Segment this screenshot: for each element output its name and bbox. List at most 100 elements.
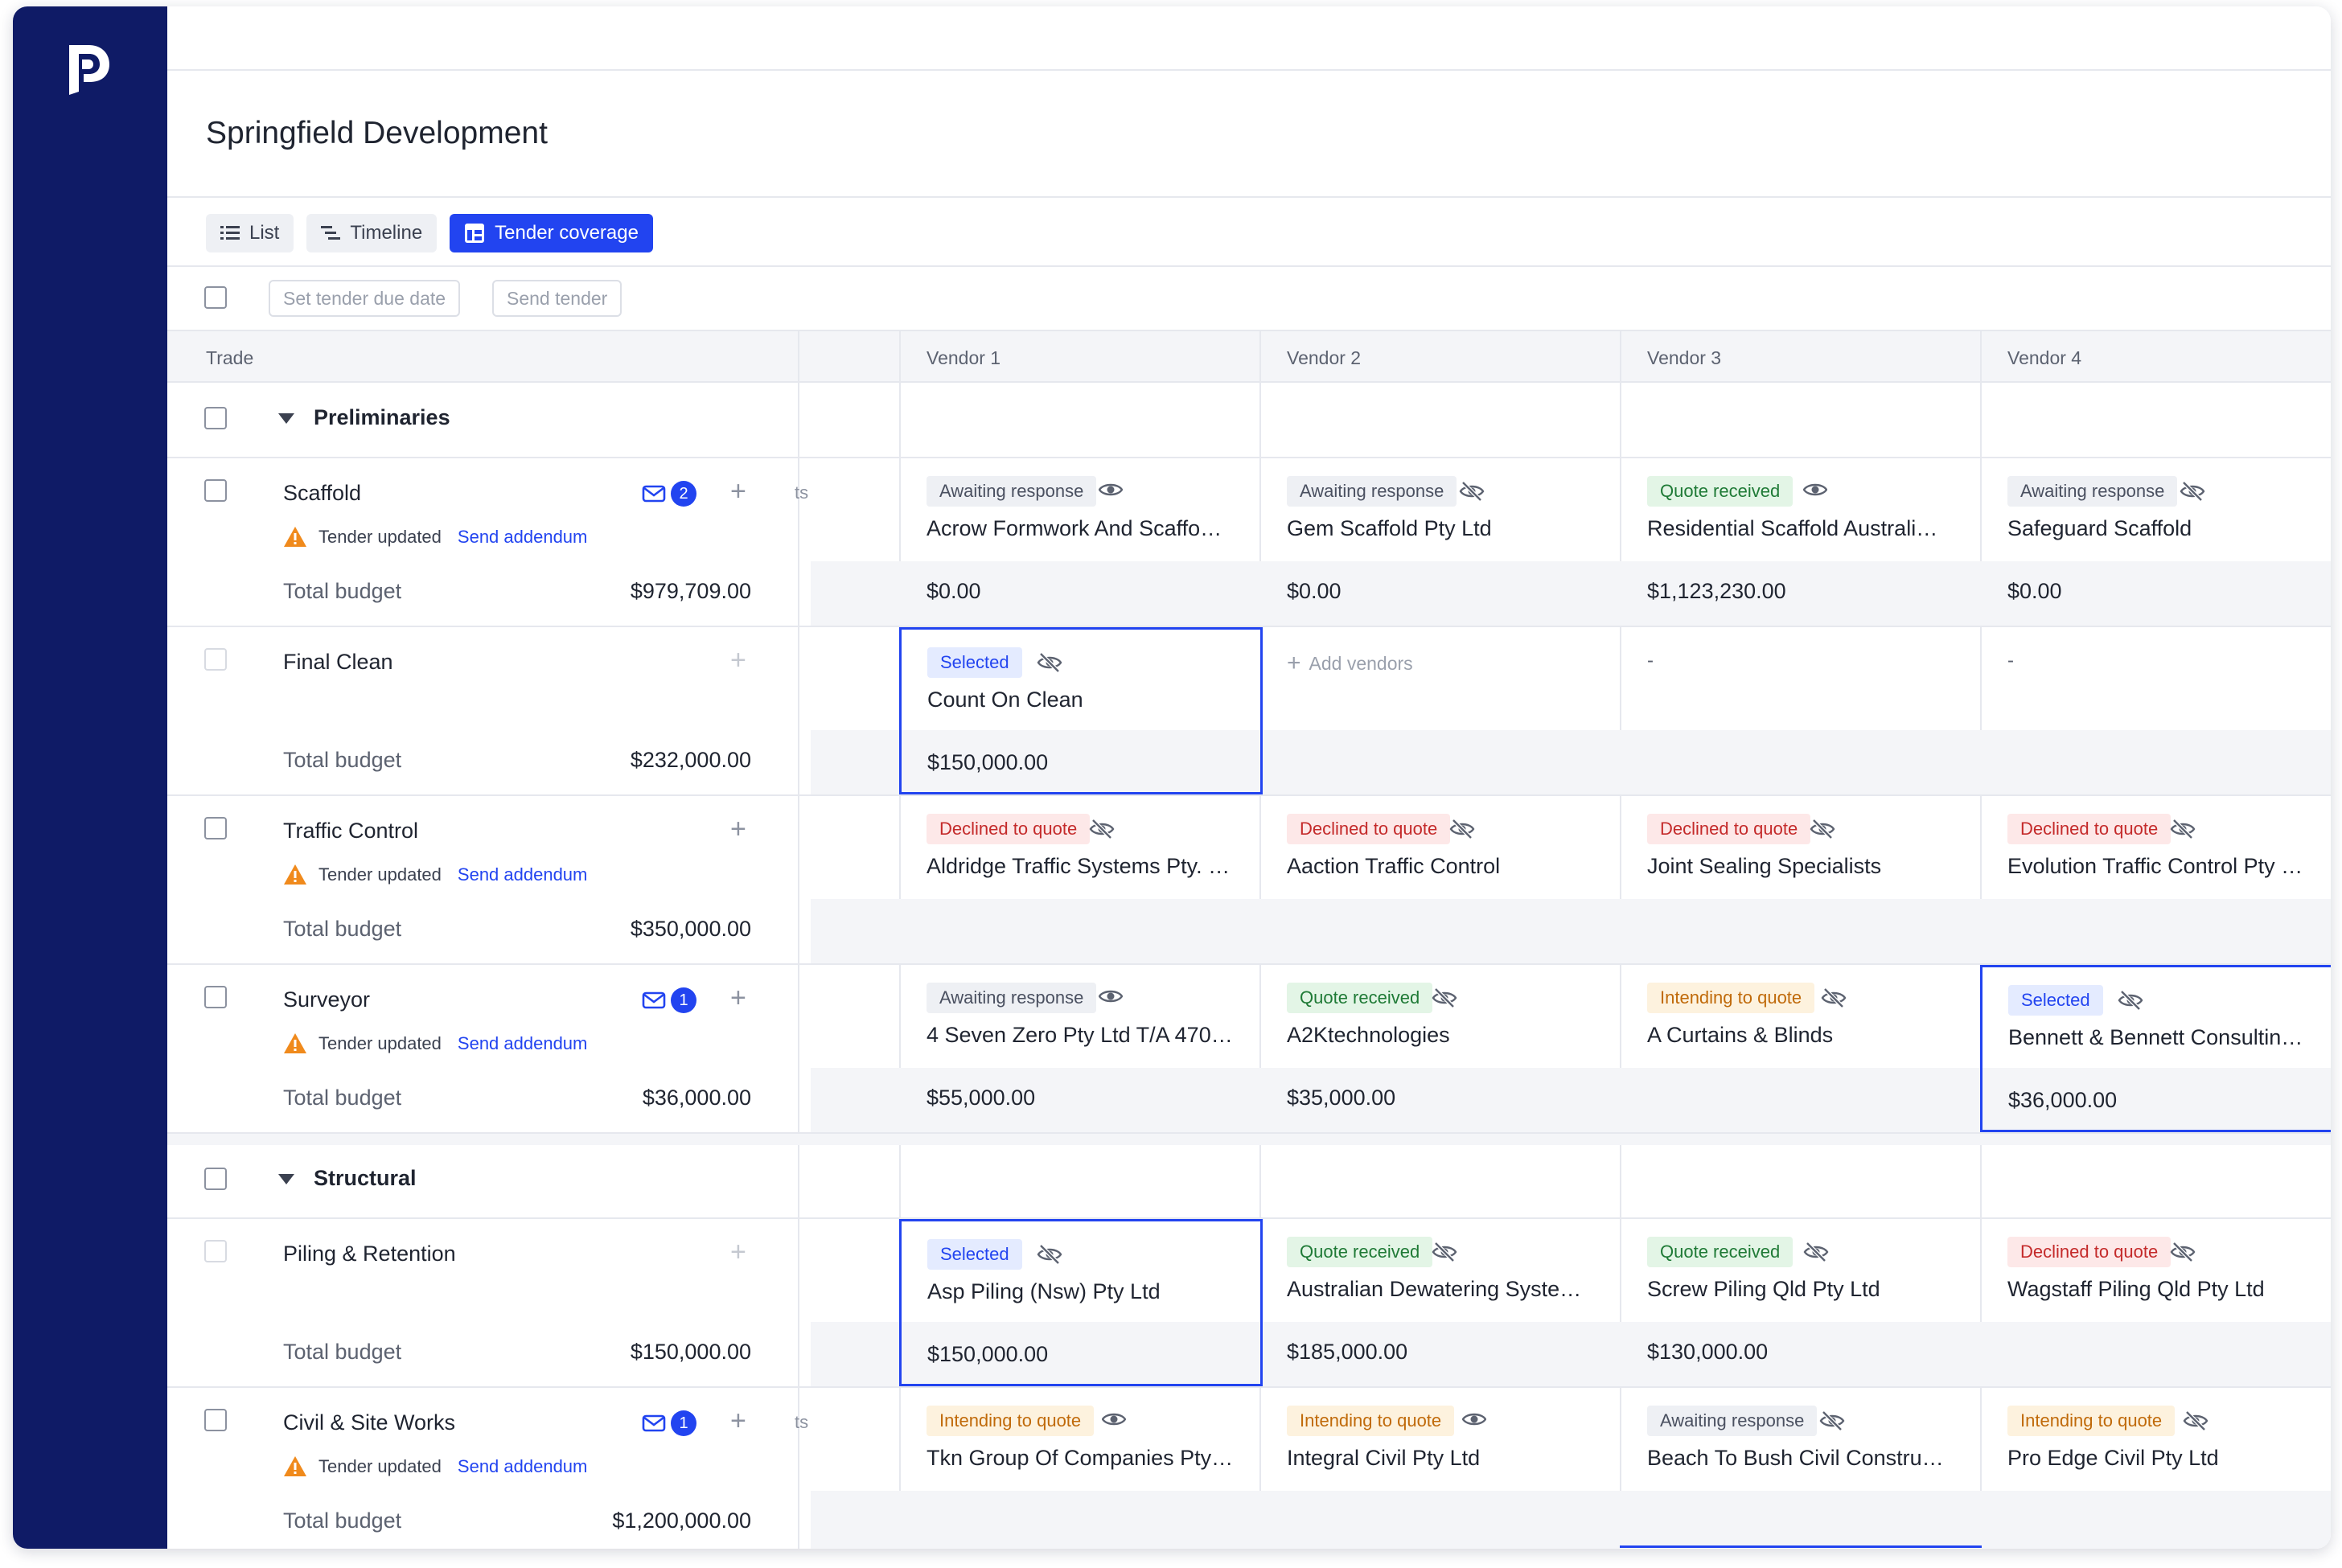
send-tender-button[interactable]: Send tender [492, 280, 622, 317]
row-divider [167, 794, 2331, 796]
eye-off-icon[interactable] [2180, 481, 2205, 502]
vendor-cell[interactable]: Declined to quote Aaction Traffic Contro… [1261, 796, 1621, 963]
vendor-cell[interactable]: Awaiting response Gem Scaffold Pty Ltd $… [1261, 458, 1621, 626]
eye-off-icon[interactable] [1037, 1244, 1062, 1265]
vendor-name: Beach To Bush Civil Constru… [1647, 1446, 1944, 1470]
plus-icon[interactable]: + [730, 814, 746, 844]
status-badge: Awaiting response [1287, 476, 1457, 507]
eye-off-icon[interactable] [2170, 819, 2196, 839]
trade-checkbox[interactable] [204, 1409, 227, 1431]
empty-vendor-cell[interactable]: + Add vendors [1261, 627, 1621, 794]
messages-indicator[interactable]: 1 [642, 987, 696, 1013]
row-divider [167, 457, 2331, 458]
vendor-cell-selected[interactable]: Selected Bennett & Bennett Consultin… $3… [1980, 965, 2331, 1132]
column-header-vendor-3: Vendor 3 [1647, 347, 1722, 368]
vendor-name: Asp Piling (Nsw) Pty Ltd [927, 1279, 1161, 1303]
eye-icon[interactable] [1803, 481, 1827, 499]
total-budget-label: Total budget [283, 1340, 402, 1364]
messages-indicator[interactable]: 2 [642, 481, 696, 507]
tender-updated-notice: Tender updated Send addendum [283, 1455, 587, 1477]
vendor-cell-selected[interactable]: Selected Asp Piling (Nsw) Pty Ltd $150,0… [899, 1219, 1263, 1386]
total-budget-value: $1,200,000.00 [612, 1508, 751, 1533]
send-addendum-link[interactable]: Send addendum [457, 526, 588, 547]
eye-off-icon[interactable] [1432, 1242, 1457, 1262]
status-badge: Selected [927, 647, 1022, 678]
trade-checkbox[interactable] [204, 1240, 227, 1262]
eye-off-icon[interactable] [2183, 1410, 2208, 1431]
eye-off-icon[interactable] [2170, 1242, 2196, 1262]
eye-icon[interactable] [1099, 481, 1123, 499]
eye-icon[interactable] [1462, 1410, 1486, 1428]
plus-icon[interactable]: + [730, 645, 746, 675]
vendor-cell[interactable]: Quote received Residential Scaffold Aust… [1621, 458, 1982, 626]
trade-checkbox[interactable] [204, 648, 227, 671]
eye-icon[interactable] [1099, 987, 1123, 1005]
vendor-cell[interactable]: Intending to quote A Curtains & Blinds [1621, 965, 1982, 1132]
trade-checkbox[interactable] [204, 986, 227, 1008]
eye-off-icon[interactable] [1089, 819, 1115, 839]
vendor-name: Aaction Traffic Control [1287, 854, 1501, 878]
vendor-cell[interactable]: Declined to quote Aldridge Traffic Syste… [901, 796, 1261, 963]
trade-row-scaffold: Scaffold 2 + ts Tender updated Send adde… [167, 458, 2331, 626]
vendor-cell[interactable]: Quote received A2Ktechnologies $35,000.0… [1261, 965, 1621, 1132]
status-badge: Intending to quote [1647, 983, 1815, 1013]
send-addendum-link[interactable]: Send addendum [457, 864, 588, 885]
vendor-cell[interactable]: Quote received Australian Dewatering Sys… [1261, 1219, 1621, 1386]
eye-off-icon[interactable] [1459, 481, 1485, 502]
send-addendum-link[interactable]: Send addendum [457, 1032, 588, 1053]
send-addendum-link[interactable]: Send addendum [457, 1455, 588, 1476]
eye-icon[interactable] [1102, 1410, 1126, 1428]
messages-indicator[interactable]: 1 [642, 1410, 696, 1436]
eye-off-icon[interactable] [1037, 652, 1062, 673]
vendor-cell[interactable]: Declined to quote Evolution Traffic Cont… [1982, 796, 2331, 963]
tab-tender-coverage[interactable]: Tender coverage [450, 214, 653, 252]
select-all-checkbox[interactable] [204, 286, 227, 309]
vendor-cell[interactable]: Quote received Screw Piling Qld Pty Ltd … [1621, 1219, 1982, 1386]
set-tender-due-date-button[interactable]: Set tender due date [269, 280, 461, 317]
vendor-cell[interactable]: Intending to quote Integral Civil Pty Lt… [1261, 1388, 1621, 1549]
plus-icon[interactable]: + [730, 983, 746, 1013]
vendor-cell[interactable]: Intending to quote Tkn Group Of Companie… [901, 1388, 1261, 1549]
caret-down-icon[interactable] [278, 413, 294, 424]
sidebar [13, 6, 167, 1549]
eye-off-icon[interactable] [1432, 987, 1457, 1008]
eye-off-icon[interactable] [1819, 1410, 1845, 1431]
grid-icon [465, 224, 485, 243]
caret-down-icon[interactable] [278, 1174, 294, 1184]
vendor-cell[interactable]: Declined to quote Joint Sealing Speciali… [1621, 796, 1982, 963]
status-badge: Awaiting response [927, 983, 1097, 1013]
warning-icon [284, 1033, 306, 1053]
eye-off-icon[interactable] [1810, 819, 1835, 839]
horizontal-scroll-gutter[interactable] [799, 383, 899, 1549]
vendor-cell[interactable]: Awaiting response 4 Seven Zero Pty Ltd T… [901, 965, 1261, 1132]
vendor-cell[interactable]: Awaiting response Acrow Formwork And Sca… [901, 458, 1261, 626]
vendor-quote-value: $0.00 [927, 579, 981, 603]
group-checkbox[interactable] [204, 1168, 227, 1190]
budget-row-shade [1982, 1068, 2331, 1130]
tab-list[interactable]: List [206, 214, 294, 252]
trade-checkbox[interactable] [204, 479, 227, 502]
logo-icon[interactable] [64, 42, 113, 98]
status-badge: Awaiting response [2007, 476, 2178, 507]
tabs-divider [167, 265, 2331, 267]
tender-updated-notice: Tender updated Send addendum [283, 1032, 587, 1054]
plus-icon[interactable]: + [730, 476, 746, 507]
tender-updated-notice: Tender updated Send addendum [283, 526, 587, 548]
plus-icon[interactable]: + [730, 1406, 746, 1436]
vendor-cell[interactable]: Declined to quote Wagstaff Piling Qld Pt… [1982, 1219, 2331, 1386]
group-checkbox[interactable] [204, 407, 227, 429]
plus-icon[interactable]: + [730, 1237, 746, 1267]
vendor-cell-selected[interactable]: Selected Count On Clean $150,000.00 [899, 627, 1263, 794]
tab-timeline[interactable]: Timeline [306, 214, 438, 252]
vendor-cell[interactable]: Awaiting response Beach To Bush Civil Co… [1621, 1388, 1982, 1549]
group-spacer [167, 1134, 2331, 1145]
eye-off-icon[interactable] [1821, 987, 1847, 1008]
vendor-cell[interactable]: Intending to quote Pro Edge Civil Pty Lt… [1982, 1388, 2331, 1549]
vendor-cell[interactable]: Awaiting response Safeguard Scaffold $0.… [1982, 458, 2331, 626]
eye-off-icon[interactable] [1449, 819, 1475, 839]
vendor-name: Aldridge Traffic Systems Pty. … [927, 854, 1231, 878]
eye-off-icon[interactable] [1803, 1242, 1829, 1262]
eye-off-icon[interactable] [2118, 990, 2143, 1011]
add-vendors-button[interactable]: + Add vendors [1287, 650, 1413, 677]
trade-checkbox[interactable] [204, 817, 227, 839]
